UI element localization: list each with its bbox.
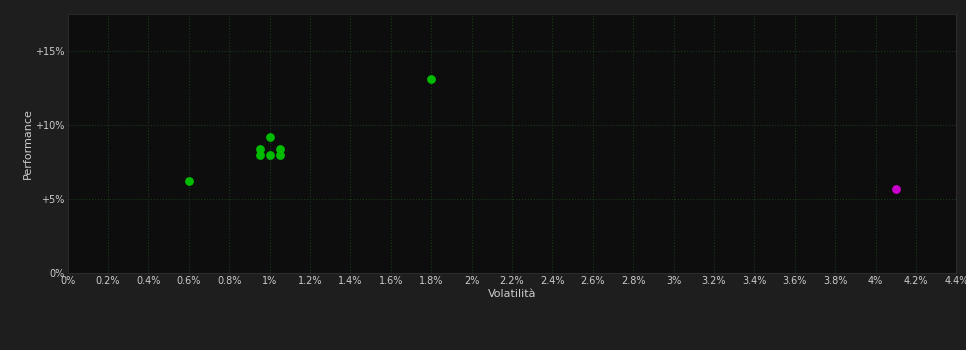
Point — [181, 178, 196, 184]
Point — [272, 152, 288, 158]
Point — [272, 146, 288, 152]
Y-axis label: Performance: Performance — [22, 108, 33, 179]
Point — [888, 186, 903, 191]
Point — [252, 146, 268, 152]
Point — [262, 152, 277, 158]
Point — [262, 134, 277, 140]
Point — [252, 152, 268, 158]
X-axis label: Volatilità: Volatilità — [488, 288, 536, 299]
Point — [423, 76, 439, 82]
